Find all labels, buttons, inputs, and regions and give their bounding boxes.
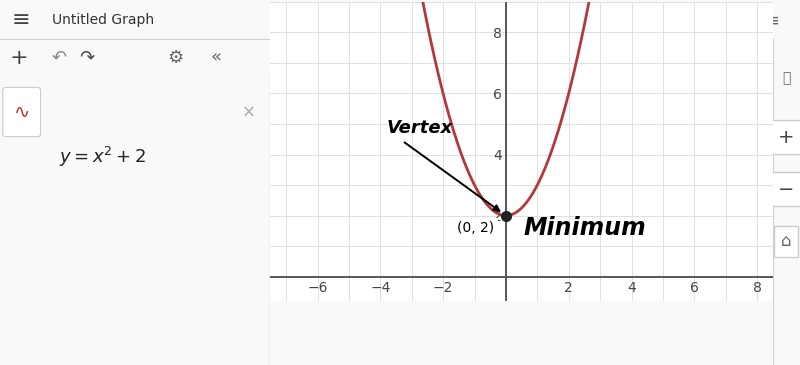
Text: +: + bbox=[778, 128, 794, 147]
Text: desmos: desmos bbox=[352, 9, 448, 32]
Text: −: − bbox=[778, 180, 794, 199]
Text: ⌂: ⌂ bbox=[781, 232, 792, 250]
Text: 🔧: 🔧 bbox=[782, 72, 790, 85]
Text: ⇑: ⇑ bbox=[697, 12, 711, 30]
Text: Untitled Graph: Untitled Graph bbox=[52, 14, 154, 27]
Text: ?: ? bbox=[736, 13, 744, 28]
Text: ⚙: ⚙ bbox=[168, 49, 184, 67]
Text: Create Account: Create Account bbox=[537, 15, 623, 26]
Text: ↷: ↷ bbox=[79, 49, 94, 67]
Text: Minimum: Minimum bbox=[523, 216, 646, 239]
Text: ↶: ↶ bbox=[52, 49, 67, 67]
Text: ≡: ≡ bbox=[765, 12, 779, 30]
Text: ∿: ∿ bbox=[14, 103, 30, 122]
FancyBboxPatch shape bbox=[2, 88, 41, 137]
Text: $y=x^{2}+2$: $y=x^{2}+2$ bbox=[59, 145, 146, 169]
Text: Vertex: Vertex bbox=[386, 119, 453, 137]
Text: ×: × bbox=[242, 103, 256, 121]
Text: or: or bbox=[636, 14, 649, 27]
Text: Sign In: Sign In bbox=[646, 14, 690, 27]
Text: ≡: ≡ bbox=[12, 11, 30, 31]
Text: (0, 2): (0, 2) bbox=[458, 222, 494, 235]
Text: +: + bbox=[10, 48, 28, 68]
Text: «: « bbox=[211, 49, 222, 67]
